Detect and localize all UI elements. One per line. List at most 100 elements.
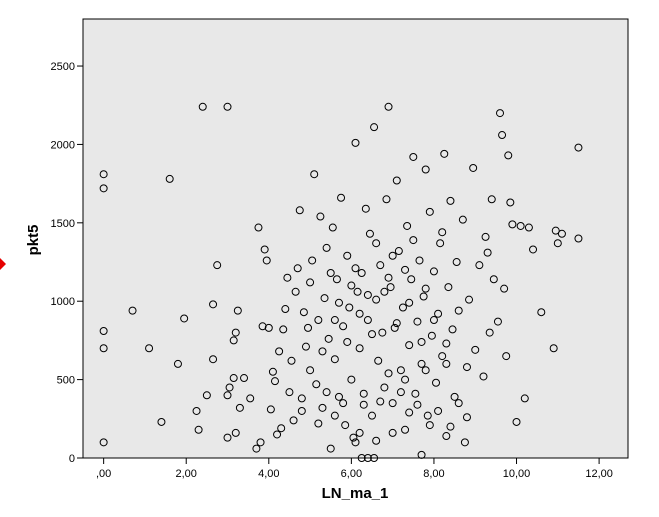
scatter-point xyxy=(380,287,389,296)
scatter-point xyxy=(355,309,364,318)
scatter-point xyxy=(198,102,207,111)
scatter-point xyxy=(357,454,366,462)
scatter-point xyxy=(363,316,372,325)
scatter-point xyxy=(306,278,315,287)
scatter-point xyxy=(442,339,451,348)
scatter-point xyxy=(413,400,422,409)
scatter-point xyxy=(448,325,457,334)
scatter-point xyxy=(436,239,445,248)
data-points xyxy=(99,102,583,462)
scatter-point xyxy=(493,317,502,326)
y-tick-label: 1500 xyxy=(51,218,75,230)
scatter-point xyxy=(281,305,290,314)
scatter-point xyxy=(557,229,566,238)
scatter-point xyxy=(502,352,511,361)
scatter-point xyxy=(254,223,263,232)
scatter-point xyxy=(225,383,234,392)
scatter-point xyxy=(529,245,538,254)
scatter-point xyxy=(440,149,449,158)
scatter-point xyxy=(297,406,306,415)
scatter-point xyxy=(334,392,343,401)
y-axis-ticks: 0 500 1000 1500 2000 2500 xyxy=(51,61,83,465)
scatter-point xyxy=(508,220,517,229)
scatter-point xyxy=(192,406,201,415)
scatter-point xyxy=(145,344,154,353)
scatter-point xyxy=(337,193,346,202)
scatter-point xyxy=(231,328,240,337)
scatter-point xyxy=(99,327,108,336)
scatter-point xyxy=(394,247,403,256)
scatter-point xyxy=(405,341,414,350)
scatter-point xyxy=(401,265,410,274)
scatter-point xyxy=(411,389,420,398)
scatter-point xyxy=(398,303,407,312)
scatter-point xyxy=(489,275,498,284)
scatter-point xyxy=(349,433,358,442)
scatter-point xyxy=(368,330,377,339)
scatter-point xyxy=(291,287,300,296)
scatter-point xyxy=(295,206,304,215)
scatter-point xyxy=(99,184,108,193)
scatter-point xyxy=(450,392,459,401)
scatter-point xyxy=(320,294,329,303)
scatter-point xyxy=(388,428,397,437)
scatter-point xyxy=(396,366,405,375)
scatter-point xyxy=(469,163,478,172)
scatter-point xyxy=(390,323,399,332)
scatter-point xyxy=(487,195,496,204)
scatter-point xyxy=(293,264,302,273)
scatter-point xyxy=(442,359,451,368)
scatter-point xyxy=(273,430,282,439)
scatter-point xyxy=(512,417,521,426)
scatter-point xyxy=(326,268,335,277)
scatter-point xyxy=(423,411,432,420)
scatter-point xyxy=(549,344,558,353)
scatter-point xyxy=(403,221,412,230)
scatter-point xyxy=(504,151,513,160)
scatter-point xyxy=(180,314,189,323)
scatter-point xyxy=(157,417,166,426)
scatter-point xyxy=(553,239,562,248)
scatter-point xyxy=(506,198,515,207)
scatter-point xyxy=(270,377,279,386)
scatter-point xyxy=(304,323,313,332)
scatter-point xyxy=(233,306,242,315)
scatter-point xyxy=(417,359,426,368)
x-tick-label: ,00 xyxy=(96,468,111,480)
scatter-point xyxy=(322,243,331,252)
x-tick-label: 6,00 xyxy=(341,468,362,480)
plot-area xyxy=(82,18,629,459)
scatter-point xyxy=(372,436,381,445)
scatter-point xyxy=(343,251,352,260)
scatter-point xyxy=(308,256,317,265)
scatter-point xyxy=(213,261,222,270)
scatter-point xyxy=(372,239,381,248)
scatter-point xyxy=(434,309,443,318)
scatter-point xyxy=(318,347,327,356)
scatter-point xyxy=(99,170,108,179)
scatter-point xyxy=(434,406,443,415)
y-tick-label: 2000 xyxy=(51,139,75,151)
scatter-point xyxy=(498,131,507,140)
x-tick-label: 4,00 xyxy=(258,468,279,480)
scatter-point xyxy=(223,391,232,400)
scatter-point xyxy=(235,403,244,412)
scatter-point xyxy=(361,204,370,213)
scatter-point xyxy=(421,284,430,293)
scatter-point xyxy=(310,170,319,179)
scatter-point xyxy=(322,388,331,397)
scatter-point xyxy=(462,413,471,422)
scatter-point xyxy=(380,383,389,392)
scatter-point xyxy=(246,394,255,403)
scatter-point xyxy=(357,268,366,277)
scatter-point xyxy=(314,316,323,325)
scatter-point xyxy=(223,102,232,111)
scatter-point xyxy=(268,367,277,376)
scatter-point xyxy=(285,388,294,397)
scatter-point xyxy=(345,303,354,312)
scatter-point xyxy=(421,165,430,174)
scatter-point xyxy=(537,308,546,317)
scatter-point xyxy=(421,366,430,375)
scatter-point xyxy=(312,380,321,389)
